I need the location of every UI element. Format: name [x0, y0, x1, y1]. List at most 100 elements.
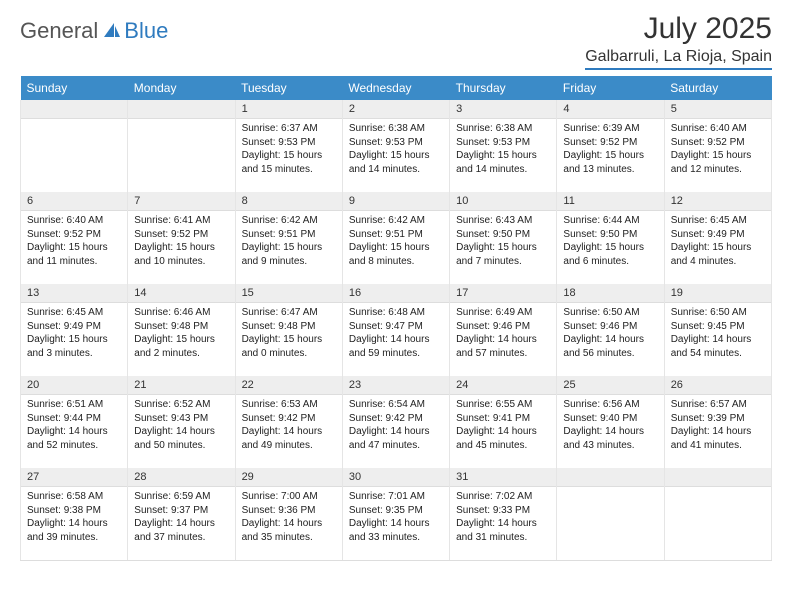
calendar-day-cell: 4Sunrise: 6:39 AMSunset: 9:52 PMDaylight…	[557, 100, 664, 192]
daylight-text: Daylight: 15 hours and 10 minutes.	[134, 241, 228, 268]
calendar-day-cell: 28Sunrise: 6:59 AMSunset: 9:37 PMDayligh…	[128, 468, 235, 560]
daylight-text: Daylight: 14 hours and 35 minutes.	[242, 517, 336, 544]
day-content: Sunrise: 6:46 AMSunset: 9:48 PMDaylight:…	[128, 303, 234, 364]
sunset-text: Sunset: 9:40 PM	[563, 412, 657, 426]
sunrise-text: Sunrise: 6:51 AM	[27, 398, 121, 412]
daylight-text: Daylight: 15 hours and 7 minutes.	[456, 241, 550, 268]
sunset-text: Sunset: 9:46 PM	[456, 320, 550, 334]
header: General Blue July 2025 Galbarruli, La Ri…	[20, 12, 772, 70]
daylight-text: Daylight: 14 hours and 47 minutes.	[349, 425, 443, 452]
calendar-day-cell: 21Sunrise: 6:52 AMSunset: 9:43 PMDayligh…	[128, 376, 235, 468]
daylight-text: Daylight: 14 hours and 45 minutes.	[456, 425, 550, 452]
calendar-day-cell: 22Sunrise: 6:53 AMSunset: 9:42 PMDayligh…	[235, 376, 342, 468]
calendar-day-cell: 11Sunrise: 6:44 AMSunset: 9:50 PMDayligh…	[557, 192, 664, 284]
day-content: Sunrise: 6:48 AMSunset: 9:47 PMDaylight:…	[343, 303, 449, 364]
day-number: 28	[128, 468, 234, 487]
day-content: Sunrise: 6:56 AMSunset: 9:40 PMDaylight:…	[557, 395, 663, 456]
sunset-text: Sunset: 9:49 PM	[671, 228, 765, 242]
sunset-text: Sunset: 9:43 PM	[134, 412, 228, 426]
daylight-text: Daylight: 15 hours and 12 minutes.	[671, 149, 765, 176]
sail-icon	[102, 21, 122, 44]
sunrise-text: Sunrise: 7:02 AM	[456, 490, 550, 504]
daylight-text: Daylight: 15 hours and 0 minutes.	[242, 333, 336, 360]
day-content: Sunrise: 6:59 AMSunset: 9:37 PMDaylight:…	[128, 487, 234, 548]
day-number: 22	[236, 376, 342, 395]
sunset-text: Sunset: 9:48 PM	[242, 320, 336, 334]
daylight-text: Daylight: 15 hours and 6 minutes.	[563, 241, 657, 268]
calendar-day-cell: 7Sunrise: 6:41 AMSunset: 9:52 PMDaylight…	[128, 192, 235, 284]
day-content: Sunrise: 6:52 AMSunset: 9:43 PMDaylight:…	[128, 395, 234, 456]
sunset-text: Sunset: 9:35 PM	[349, 504, 443, 518]
daylight-text: Daylight: 14 hours and 59 minutes.	[349, 333, 443, 360]
sunset-text: Sunset: 9:52 PM	[671, 136, 765, 150]
daylight-text: Daylight: 14 hours and 49 minutes.	[242, 425, 336, 452]
sunset-text: Sunset: 9:51 PM	[242, 228, 336, 242]
sunrise-text: Sunrise: 6:54 AM	[349, 398, 443, 412]
calendar-week-row: 27Sunrise: 6:58 AMSunset: 9:38 PMDayligh…	[21, 468, 772, 560]
calendar-day-cell: 30Sunrise: 7:01 AMSunset: 9:35 PMDayligh…	[342, 468, 449, 560]
daylight-text: Daylight: 15 hours and 13 minutes.	[563, 149, 657, 176]
sunset-text: Sunset: 9:37 PM	[134, 504, 228, 518]
day-content: Sunrise: 7:00 AMSunset: 9:36 PMDaylight:…	[236, 487, 342, 548]
calendar-day-cell: 16Sunrise: 6:48 AMSunset: 9:47 PMDayligh…	[342, 284, 449, 376]
calendar-day-cell: 31Sunrise: 7:02 AMSunset: 9:33 PMDayligh…	[450, 468, 557, 560]
sunset-text: Sunset: 9:33 PM	[456, 504, 550, 518]
day-content: Sunrise: 7:01 AMSunset: 9:35 PMDaylight:…	[343, 487, 449, 548]
weekday-header-row: SundayMondayTuesdayWednesdayThursdayFrid…	[21, 76, 772, 100]
sunrise-text: Sunrise: 6:43 AM	[456, 214, 550, 228]
sunrise-text: Sunrise: 6:49 AM	[456, 306, 550, 320]
daylight-text: Daylight: 15 hours and 14 minutes.	[349, 149, 443, 176]
sunset-text: Sunset: 9:42 PM	[242, 412, 336, 426]
day-content: Sunrise: 6:58 AMSunset: 9:38 PMDaylight:…	[21, 487, 127, 548]
day-number: 16	[343, 284, 449, 303]
day-content: Sunrise: 6:40 AMSunset: 9:52 PMDaylight:…	[21, 211, 127, 272]
day-number: 30	[343, 468, 449, 487]
sunset-text: Sunset: 9:46 PM	[563, 320, 657, 334]
sunset-text: Sunset: 9:48 PM	[134, 320, 228, 334]
day-content: Sunrise: 7:02 AMSunset: 9:33 PMDaylight:…	[450, 487, 556, 548]
day-number: 23	[343, 376, 449, 395]
title-block: July 2025 Galbarruli, La Rioja, Spain	[585, 12, 772, 70]
sunrise-text: Sunrise: 6:38 AM	[349, 122, 443, 136]
daylight-text: Daylight: 14 hours and 43 minutes.	[563, 425, 657, 452]
day-content: Sunrise: 6:54 AMSunset: 9:42 PMDaylight:…	[343, 395, 449, 456]
sunrise-text: Sunrise: 6:40 AM	[27, 214, 121, 228]
calendar-week-row: 13Sunrise: 6:45 AMSunset: 9:49 PMDayligh…	[21, 284, 772, 376]
calendar-day-cell: 17Sunrise: 6:49 AMSunset: 9:46 PMDayligh…	[450, 284, 557, 376]
daylight-text: Daylight: 14 hours and 50 minutes.	[134, 425, 228, 452]
daylight-text: Daylight: 14 hours and 31 minutes.	[456, 517, 550, 544]
day-number: 6	[21, 192, 127, 211]
weekday-header: Monday	[128, 76, 235, 100]
sunset-text: Sunset: 9:51 PM	[349, 228, 443, 242]
day-number: 19	[665, 284, 771, 303]
calendar-day-cell: 19Sunrise: 6:50 AMSunset: 9:45 PMDayligh…	[664, 284, 771, 376]
sunrise-text: Sunrise: 6:37 AM	[242, 122, 336, 136]
daylight-text: Daylight: 15 hours and 14 minutes.	[456, 149, 550, 176]
calendar-day-cell: 18Sunrise: 6:50 AMSunset: 9:46 PMDayligh…	[557, 284, 664, 376]
sunrise-text: Sunrise: 7:00 AM	[242, 490, 336, 504]
calendar-day-cell: 13Sunrise: 6:45 AMSunset: 9:49 PMDayligh…	[21, 284, 128, 376]
weekday-header: Tuesday	[235, 76, 342, 100]
calendar-day-cell: 9Sunrise: 6:42 AMSunset: 9:51 PMDaylight…	[342, 192, 449, 284]
daylight-text: Daylight: 15 hours and 4 minutes.	[671, 241, 765, 268]
calendar-empty-cell	[664, 468, 771, 560]
calendar-empty-cell	[557, 468, 664, 560]
sunrise-text: Sunrise: 6:48 AM	[349, 306, 443, 320]
sunrise-text: Sunrise: 6:50 AM	[563, 306, 657, 320]
day-number: 12	[665, 192, 771, 211]
daylight-text: Daylight: 14 hours and 33 minutes.	[349, 517, 443, 544]
sunrise-text: Sunrise: 6:52 AM	[134, 398, 228, 412]
day-number: 5	[665, 100, 771, 119]
day-content: Sunrise: 6:37 AMSunset: 9:53 PMDaylight:…	[236, 119, 342, 180]
sunrise-text: Sunrise: 6:58 AM	[27, 490, 121, 504]
sunrise-text: Sunrise: 6:45 AM	[671, 214, 765, 228]
daylight-text: Daylight: 15 hours and 9 minutes.	[242, 241, 336, 268]
day-number: 8	[236, 192, 342, 211]
weekday-header: Friday	[557, 76, 664, 100]
day-number: 29	[236, 468, 342, 487]
sunrise-text: Sunrise: 6:38 AM	[456, 122, 550, 136]
daylight-text: Daylight: 14 hours and 37 minutes.	[134, 517, 228, 544]
day-number-bar	[21, 100, 127, 119]
sunset-text: Sunset: 9:52 PM	[134, 228, 228, 242]
daylight-text: Daylight: 14 hours and 56 minutes.	[563, 333, 657, 360]
